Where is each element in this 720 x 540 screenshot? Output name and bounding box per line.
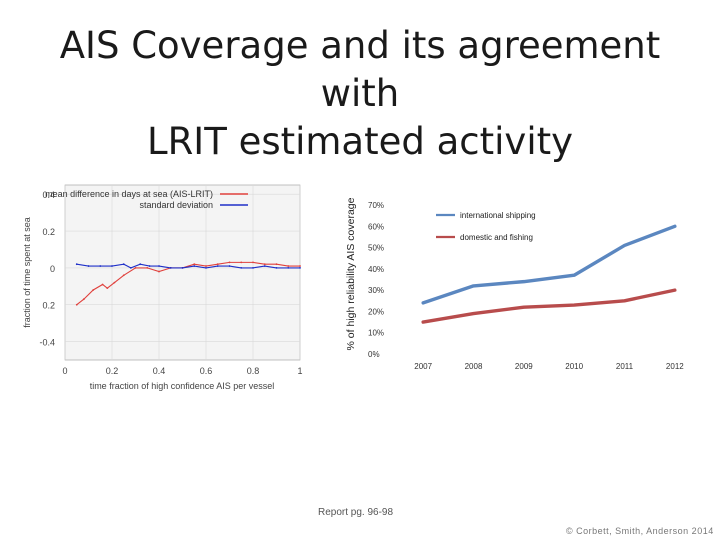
y-tick-label: -0.4 bbox=[39, 338, 55, 348]
y-tick-label: 0.2 bbox=[42, 227, 55, 237]
data-point bbox=[181, 266, 184, 269]
data-point bbox=[228, 265, 231, 267]
y-axis-label: fraction of time spent at sea bbox=[22, 217, 32, 328]
data-point bbox=[122, 263, 125, 266]
data-point bbox=[158, 270, 160, 273]
data-point bbox=[205, 266, 207, 269]
data-point bbox=[129, 266, 132, 269]
data-point bbox=[158, 265, 160, 267]
data-point bbox=[92, 289, 95, 291]
data-point bbox=[193, 265, 196, 267]
x-tick-label: 2007 bbox=[414, 362, 432, 371]
left-chart: 0.4 0.2 0 0.2 -0.4 0 0.2 0.4 0.6 0.8 1 mean differe… bbox=[22, 184, 303, 391]
data-point bbox=[216, 265, 219, 267]
x-tick-label: 2012 bbox=[666, 362, 684, 371]
title-line-2: LRIT estimated activity bbox=[146, 120, 574, 163]
series-line-0 bbox=[421, 224, 677, 305]
y-axis-label: % of high reliability AIS coverage bbox=[345, 197, 357, 350]
data-point bbox=[106, 287, 109, 290]
legend-label: international shipping bbox=[460, 211, 536, 220]
series-line-1 bbox=[421, 288, 677, 324]
data-point bbox=[228, 261, 231, 264]
y-tick-label: 0% bbox=[368, 350, 380, 359]
x-tick-label: 0 bbox=[62, 366, 67, 376]
y-tick-label: 40% bbox=[368, 265, 384, 274]
data-point bbox=[169, 266, 172, 269]
legend-label: mean difference in days at sea (AIS-LRIT… bbox=[45, 189, 213, 199]
y-tick-label: 20% bbox=[368, 307, 384, 316]
y-tick-label: 0 bbox=[50, 264, 55, 274]
data-point bbox=[287, 265, 290, 267]
y-tick-label: 0.2 bbox=[42, 301, 55, 311]
credit-text: © Corbett, Smith, Anderson 2014 bbox=[566, 526, 714, 536]
data-point bbox=[240, 261, 243, 264]
data-point bbox=[252, 261, 254, 264]
right-chart: 70% 60% 50% 40% 30% 20% 10% 0% 2007 2008 2009 2010 2… bbox=[345, 197, 684, 371]
data-point bbox=[275, 266, 278, 269]
title-line-1: AIS Coverage and its agreement with bbox=[59, 24, 661, 115]
y-tick-label: 0.4 bbox=[42, 190, 55, 200]
data-point bbox=[193, 263, 196, 266]
data-point bbox=[216, 263, 219, 266]
data-point bbox=[148, 265, 151, 267]
x-tick-label: 2010 bbox=[565, 362, 583, 371]
report-reference: Report pg. 96-98 bbox=[318, 507, 394, 518]
data-point bbox=[113, 281, 116, 284]
x-tick-label: 1 bbox=[297, 366, 302, 376]
data-point bbox=[299, 266, 301, 269]
data-point bbox=[75, 303, 78, 306]
data-point bbox=[299, 265, 301, 267]
x-tick-label: 0.8 bbox=[247, 366, 260, 376]
slide-title: AIS Coverage and its agreement with LRIT… bbox=[20, 22, 700, 166]
y-tick-label: 10% bbox=[368, 329, 384, 338]
y-tick-label: 50% bbox=[368, 244, 384, 253]
data-point bbox=[111, 265, 113, 267]
x-tick-label: 2008 bbox=[465, 362, 483, 371]
data-point bbox=[205, 265, 207, 267]
data-point bbox=[263, 263, 266, 266]
data-point bbox=[139, 263, 142, 266]
y-tick-label: 70% bbox=[368, 201, 384, 210]
legend-label: domestic and fishing bbox=[460, 233, 533, 242]
data-point bbox=[87, 265, 90, 267]
x-axis-label: time fraction of high confidence AIS per… bbox=[90, 381, 275, 391]
x-tick-label: 0.4 bbox=[153, 366, 166, 376]
x-tick-label: 2009 bbox=[515, 362, 533, 371]
y-tick-label: 30% bbox=[368, 286, 384, 295]
data-point bbox=[122, 274, 125, 277]
data-point bbox=[240, 266, 243, 269]
data-point bbox=[275, 263, 278, 266]
data-point bbox=[146, 266, 149, 269]
legend-label: standard deviation bbox=[139, 200, 213, 210]
data-point bbox=[99, 265, 102, 267]
data-point bbox=[263, 265, 266, 267]
data-point bbox=[287, 266, 290, 269]
data-point bbox=[252, 266, 254, 269]
data-point bbox=[82, 298, 85, 301]
data-point bbox=[101, 283, 104, 286]
data-point bbox=[134, 266, 137, 269]
data-point bbox=[75, 263, 78, 266]
y-tick-label: 60% bbox=[368, 222, 384, 231]
plot-frame bbox=[64, 184, 301, 361]
x-tick-label: 0.2 bbox=[106, 366, 119, 376]
x-tick-label: 2011 bbox=[616, 362, 634, 371]
x-tick-label: 0.6 bbox=[200, 366, 213, 376]
